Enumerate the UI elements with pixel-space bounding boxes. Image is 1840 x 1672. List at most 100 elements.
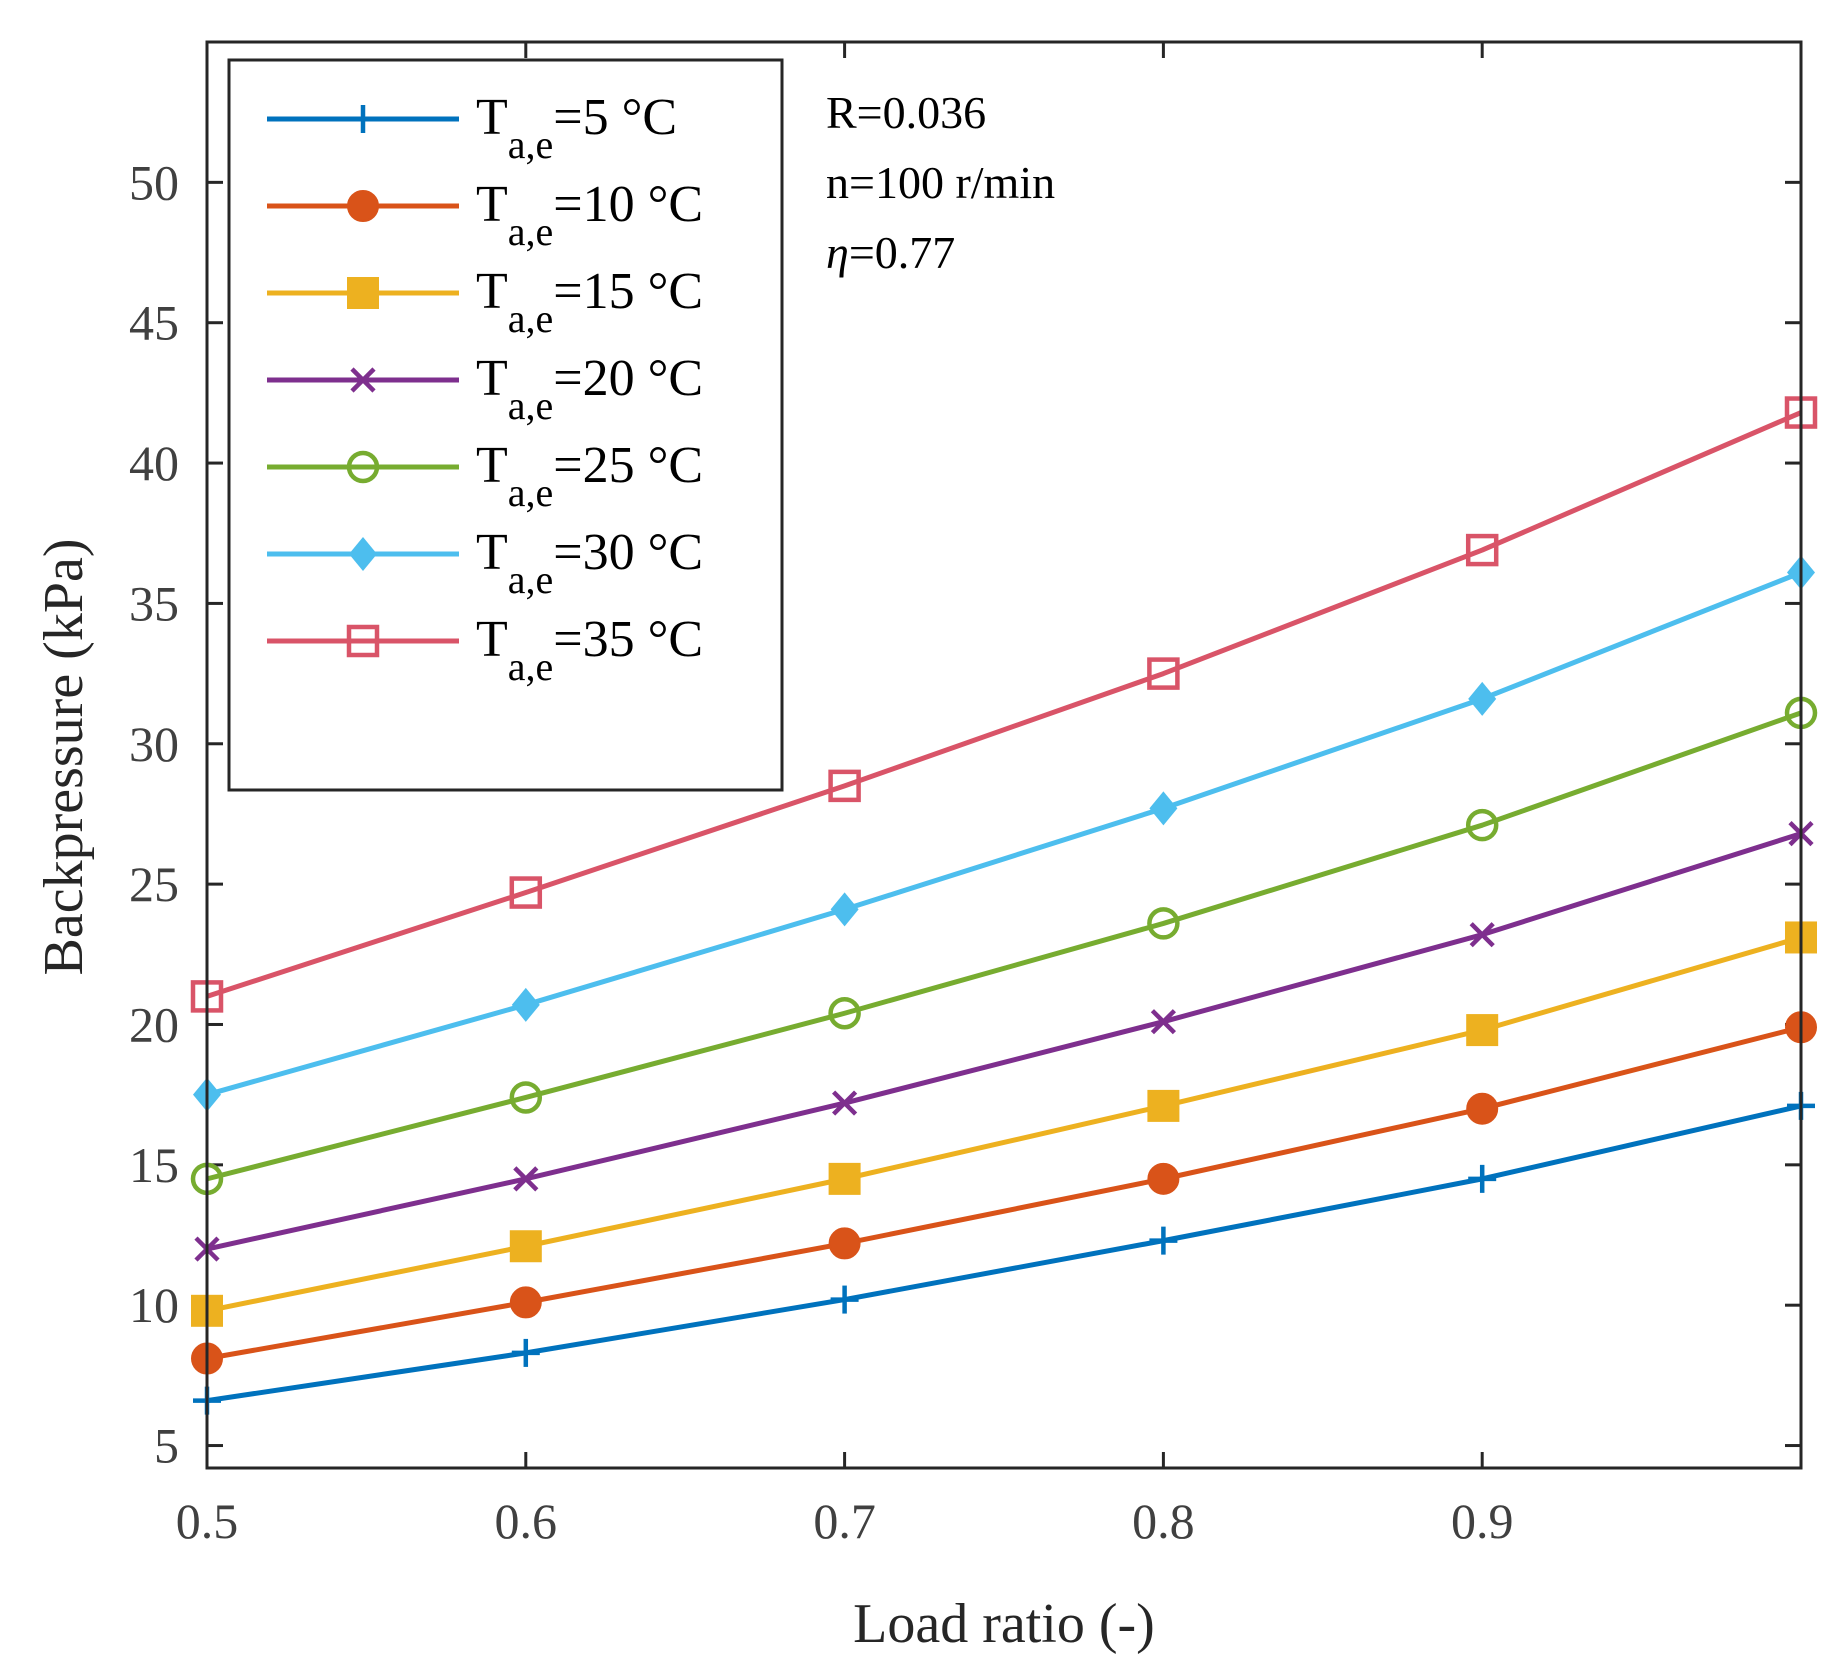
point-marker [509,1286,542,1319]
legend-label-sub: a,e [508,644,554,689]
eta-value: =0.77 [849,227,955,278]
x-tick-label: 0.9 [1451,1493,1514,1549]
legend-label-value: =20 °C [553,350,703,407]
y-tick-label: 20 [129,996,179,1052]
x-tick-label: 0.7 [813,1493,876,1549]
y-tick-label: 45 [129,295,179,351]
point-marker [1149,791,1178,826]
legend-label-sub: a,e [508,383,554,428]
series-line [206,710,1802,1182]
series-layer [190,396,1818,1415]
point-marker [509,1081,543,1114]
x-tick-label: 0.8 [1132,1493,1195,1549]
y-tick-label: 40 [129,435,179,491]
point-marker [513,1166,539,1192]
legend-label: Ta,e=20 °C [476,350,703,428]
legend-label-main: T [476,524,508,581]
point-marker [1466,1092,1499,1125]
series-line [206,935,1802,1314]
tick-labels: 5 10 15 20 25 30 35 40 45 50 0.5 0.6 0.7 0.8 0.9 [129,154,1513,1549]
legend-label-sub: a,e [508,296,554,341]
y-tick-label: 10 [129,1277,179,1333]
legend-label-sub: a,e [508,122,554,167]
x-tick-label: 0.5 [176,1493,239,1549]
legend-label: Ta,e=15 °C [476,263,703,341]
point-marker [1147,907,1180,940]
y-tick-label: 5 [154,1418,179,1474]
legend-label-value: =30 °C [553,524,703,581]
legend-entry: Ta,e=15 °C [267,263,703,341]
point-marker [347,190,379,222]
legend-label-main: T [476,263,508,320]
legend-label-main: T [476,611,508,668]
data-series [190,696,1818,1196]
legend-label-main: T [476,89,508,146]
point-marker [832,1090,858,1116]
legend-entry: Ta,e=35 °C [267,611,703,689]
series-line [206,1024,1802,1361]
legend-label: Ta,e=10 °C [476,176,703,254]
legend-label: Ta,e=25 °C [476,437,703,515]
point-marker [1465,808,1499,842]
point-marker [346,624,380,658]
legend: Ta,e=5 °CTa,e=10 °CTa,e=15 °CTa,e=20 °CT… [227,58,784,792]
point-marker [830,892,859,927]
point-marker [1465,533,1499,567]
plot-frame [205,40,1803,1470]
series-line [206,831,1802,1252]
legend-label-sub: a,e [508,557,554,602]
point-marker [509,1230,542,1263]
annotation-n: n=100 r/min [826,157,1055,208]
legend-label: Ta,e=35 °C [476,611,703,689]
point-marker [1147,1162,1180,1195]
legend-label-value: =10 °C [553,176,703,233]
point-marker [1147,1089,1180,1122]
legend-entry: Ta,e=5 °C [267,89,677,167]
legend-label-main: T [476,176,508,233]
y-axis-label: Backpressure (kPa) [33,539,95,976]
point-marker [1468,681,1497,716]
legend-label: Ta,e=5 °C [476,89,677,167]
point-marker [346,450,380,484]
data-series [191,921,1817,1327]
legend-label-value: =35 °C [553,611,703,668]
annotation-eta: η=0.77 [826,227,955,278]
point-marker [828,769,861,803]
data-series [193,1091,1815,1415]
y-tick-label: 35 [129,575,179,631]
legend-items: Ta,e=5 °CTa,e=10 °CTa,e=15 °CTa,e=20 °CT… [267,89,703,689]
point-marker [1150,1009,1176,1035]
y-tick-label: 50 [129,154,179,210]
legend-box [227,58,784,792]
point-marker [828,1227,861,1260]
x-axis-label: Load ratio (-) [853,1593,1155,1655]
eta-symbol: η [826,227,849,278]
point-marker [349,537,377,571]
point-marker [828,997,861,1030]
y-tick-label: 25 [129,856,179,912]
series-line [206,1103,1802,1404]
point-marker [350,367,376,393]
legend-entry: Ta,e=10 °C [267,176,703,254]
legend-entry: Ta,e=20 °C [267,350,703,428]
x-tick-label: 0.6 [495,1493,558,1549]
legend-label: Ta,e=30 °C [476,524,703,602]
point-marker [1469,922,1495,948]
legend-label-value: =25 °C [553,437,703,494]
point-marker [509,876,543,909]
annotation-r: R=0.036 [826,87,986,138]
legend-entry: Ta,e=25 °C [267,437,703,515]
series-line [206,410,1802,999]
legend-label-value: =5 °C [553,89,677,146]
legend-label-value: =15 °C [553,263,703,320]
point-marker [1466,1014,1499,1047]
point-marker [1147,657,1180,690]
legend-label-sub: a,e [508,209,554,254]
point-marker [511,987,540,1022]
legend-label-main: T [476,350,508,407]
legend-label-sub: a,e [508,470,554,515]
y-tick-label: 30 [129,716,179,772]
annotations: R=0.036 n=100 r/min η=0.77 [826,87,1055,278]
point-marker [347,277,379,309]
